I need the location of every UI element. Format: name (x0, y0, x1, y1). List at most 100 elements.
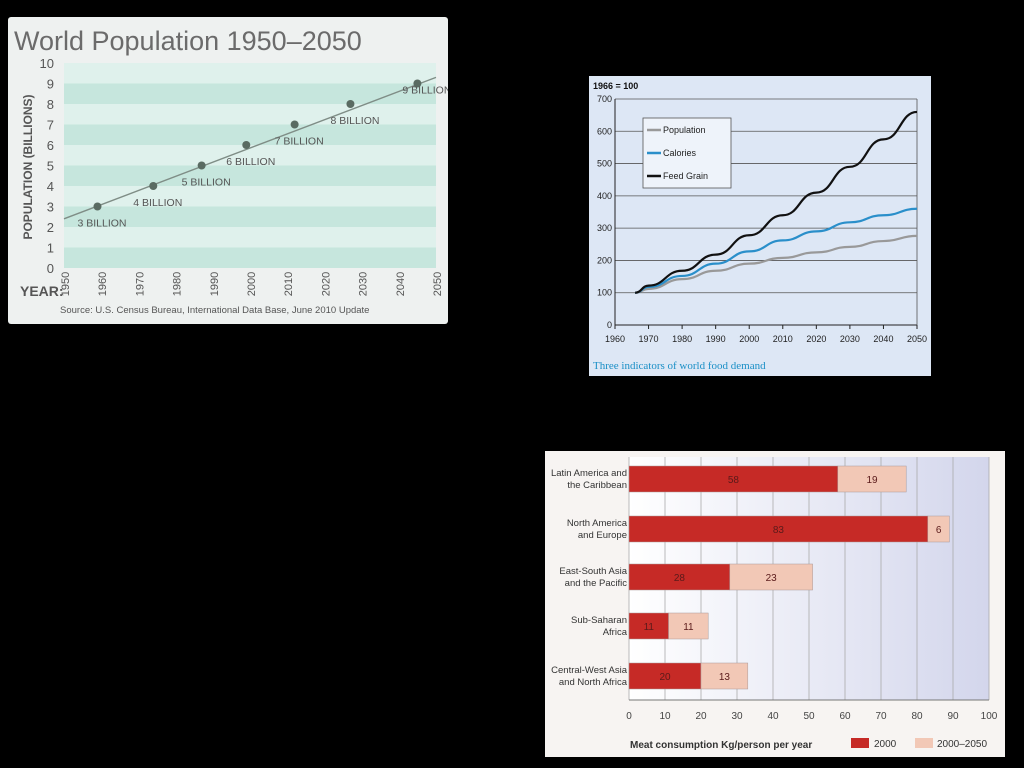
point-label: 3 BILLION (77, 218, 126, 230)
x-tick-label: 1960 (605, 334, 625, 344)
bar-value-label: 6 (936, 525, 942, 536)
y-tick-label: 4 (47, 179, 54, 194)
grid-band (64, 145, 436, 166)
bar-value-label: 13 (719, 672, 731, 683)
legend-swatch (915, 738, 933, 748)
x-tick-label: 90 (947, 711, 959, 722)
world-population-panel: World Population 1950–2050 0 1 2 3 4 5 6 7 8 9 10 19… (8, 17, 451, 324)
bar-value-label: 58 (728, 475, 740, 486)
category-label: and the Pacific (565, 578, 628, 589)
category-label: North America (567, 518, 628, 529)
bar-segment (668, 612, 709, 640)
category-label: Latin America and (551, 468, 627, 479)
population-point (149, 182, 158, 190)
bar-segment (628, 465, 839, 493)
legend-label: 2000–2050 (937, 739, 987, 750)
grid-band (64, 63, 436, 84)
y-tick-label: 10 (40, 56, 54, 71)
source-note: Source: U.S. Census Bureau, Internationa… (60, 305, 369, 316)
x-tick-label: 2020 (806, 334, 826, 344)
point-label: 6 BILLION (226, 156, 275, 168)
series-line-population (635, 234, 918, 294)
y-tick-label: 400 (597, 191, 612, 201)
chart-subtitle: 1966 = 100 (593, 81, 638, 91)
point-label: 8 BILLION (330, 115, 379, 127)
grid-band (64, 206, 436, 227)
y-tick-label: 3 (47, 200, 54, 215)
meat-consumption-panel: 0 10 20 30 40 50 60 70 80 90 100 Latin America and t… (545, 451, 1005, 757)
food-demand-chart: 1966 = 100 0 100 200 300 400 500 600 700 1960 1970… (589, 76, 931, 376)
x-tick-label: 1950 (60, 272, 72, 296)
x-tick-label: 30 (731, 711, 743, 722)
bar-segment (628, 515, 929, 543)
x-tick-label: 2050 (432, 272, 444, 296)
x-tick-label: 1980 (672, 334, 692, 344)
x-tick-label: 2000 (739, 334, 759, 344)
x-tick-label: 1970 (639, 334, 659, 344)
x-tick-label: 70 (875, 711, 887, 722)
grid-band (64, 247, 436, 268)
grid-band (64, 227, 436, 248)
population-point (242, 141, 251, 149)
x-tick-label: 2030 (840, 334, 860, 344)
bar-value-label: 83 (773, 525, 785, 536)
x-axis-label: Meat consumption Kg/person per year (630, 740, 812, 751)
category-label: Africa (603, 627, 628, 638)
bar-segment (628, 662, 702, 690)
y-tick-label: 0 (607, 320, 612, 330)
food-demand-panel: 1966 = 100 0 100 200 300 400 500 600 700 1960 1970… (589, 76, 931, 376)
category-label: and North Africa (559, 677, 628, 688)
x-tick-label: 2040 (395, 272, 407, 296)
y-tick-label: 700 (597, 94, 612, 104)
point-label: 7 BILLION (275, 136, 324, 148)
x-tick-label: 1960 (97, 272, 109, 296)
y-tick-label: 9 (47, 77, 54, 92)
category-label: Central-West Asia (551, 665, 628, 676)
legend-swatch (851, 738, 869, 748)
y-tick-label: 0 (47, 261, 54, 276)
y-tick-label: 2 (47, 220, 54, 235)
x-axis-label: YEAR: (20, 283, 64, 299)
chart-background (589, 76, 931, 376)
x-tick-label: 2050 (907, 334, 927, 344)
grid-band (64, 124, 436, 145)
y-tick-label: 8 (47, 97, 54, 112)
x-tick-label: 2040 (873, 334, 893, 344)
series-line-calories (635, 207, 918, 294)
point-label: 9 BILLION (402, 85, 448, 97)
bar-value-label: 11 (644, 622, 655, 633)
x-tick-label: 1990 (209, 272, 221, 296)
x-tick-label: 80 (911, 711, 923, 722)
chart-title: World Population 1950–2050 (14, 26, 362, 56)
bar-segment (927, 515, 950, 543)
bar-value-label: 20 (659, 672, 671, 683)
point-label: 5 BILLION (182, 177, 231, 189)
grid-band (64, 165, 436, 186)
y-tick-label: 500 (597, 159, 612, 169)
bar-value-label: 19 (866, 475, 878, 486)
x-tick-label: 1970 (134, 272, 146, 296)
grid-band (64, 83, 436, 104)
bar-segment (700, 662, 749, 690)
legend-label: Calories (663, 148, 697, 158)
bar-value-label: 11 (683, 622, 694, 633)
population-point (413, 79, 422, 88)
y-tick-label: 5 (47, 159, 54, 174)
y-tick-label: 300 (597, 223, 612, 233)
y-tick-label: 7 (47, 118, 54, 133)
x-tick-label: 2020 (320, 272, 332, 296)
y-tick-label: 200 (597, 255, 612, 265)
world-population-chart: World Population 1950–2050 0 1 2 3 4 5 6 7 8 9 10 19… (8, 17, 451, 324)
x-tick-label: 0 (626, 711, 632, 722)
chart-caption: Three indicators of world food demand (593, 360, 766, 372)
grid-band (64, 104, 436, 125)
grid-band (64, 186, 436, 207)
category-label: the Caribbean (567, 480, 627, 491)
series-line-feed-grain (635, 110, 918, 294)
population-point (93, 202, 102, 211)
bar-value-label: 23 (766, 573, 778, 584)
legend-label: Population (663, 125, 706, 135)
y-tick-label: 1 (47, 241, 54, 256)
x-tick-label: 2010 (773, 334, 793, 344)
legend-label: 2000 (874, 739, 897, 750)
